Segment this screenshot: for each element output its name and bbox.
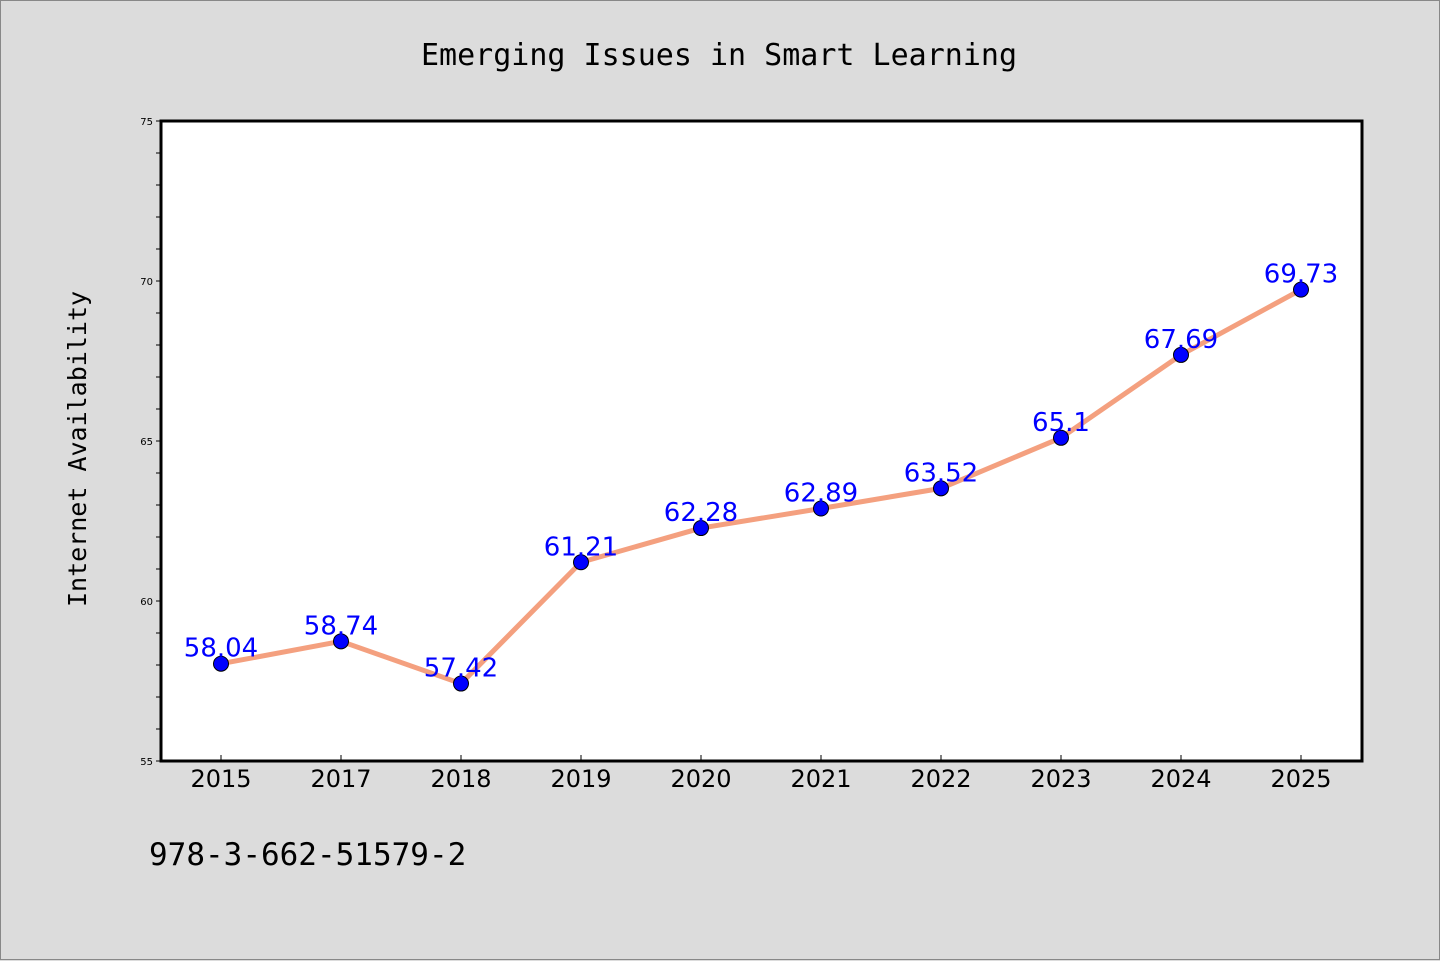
plot-area: [159, 119, 1364, 763]
axis-ticks: 55 60 65 70 75 2015 2017 2018 2019 2020 2021 2022 20…: [140, 117, 1331, 793]
x-tick-label: 2019: [550, 765, 611, 793]
y-tick-label: 75: [140, 117, 153, 128]
x-tick-label: 2021: [790, 765, 851, 793]
data-label: 61.21: [544, 532, 618, 562]
x-tick-label: 2022: [910, 765, 971, 793]
data-point: [1173, 346, 1189, 363]
data-label: 58.04: [184, 634, 258, 664]
x-tick-label: 2024: [1150, 765, 1211, 793]
data-label: 62.28: [664, 498, 738, 528]
x-tick-label: 2015: [190, 765, 251, 793]
data-label: 69.73: [1264, 260, 1338, 290]
y-tick-label: 65: [140, 437, 153, 448]
y-tick-label: 70: [140, 277, 153, 288]
data-label: 62.89: [784, 479, 858, 509]
data-label: 57.42: [424, 654, 498, 684]
isbn-caption: 978-3-662-51579-2: [149, 837, 466, 873]
data-point: [1293, 281, 1309, 298]
data-label: 63.52: [904, 458, 978, 488]
y-tick-label: 55: [140, 757, 153, 768]
x-tick-label: 2018: [430, 765, 491, 793]
data-point: [213, 655, 229, 672]
series-line: [218, 287, 1304, 687]
data-point: [1053, 429, 1069, 446]
data-labels-group: 58.04 58.74 57.42 61.21 62.28 62.89 63.52 65.1 6…: [184, 260, 1338, 684]
data-point: [453, 675, 469, 692]
data-label: 58.74: [304, 611, 378, 641]
data-point: [573, 554, 589, 571]
chart-title: Emerging Issues in Smart Learning: [421, 38, 1017, 73]
x-tick-label: 2020: [670, 765, 731, 793]
y-axis-label: Internet Availability: [63, 291, 92, 607]
x-tick-label: 2017: [310, 765, 371, 793]
data-point: [333, 633, 349, 650]
data-point: [693, 520, 709, 537]
data-point: [813, 500, 829, 517]
data-label: 65.1: [1032, 408, 1090, 438]
x-tick-label: 2025: [1270, 765, 1331, 793]
markers-group: [213, 281, 1309, 692]
y-tick-label: 60: [140, 597, 153, 608]
series-line-group: [218, 287, 1304, 687]
data-point: [933, 480, 949, 497]
data-label: 67.69: [1144, 325, 1218, 355]
x-tick-label: 2023: [1030, 765, 1091, 793]
